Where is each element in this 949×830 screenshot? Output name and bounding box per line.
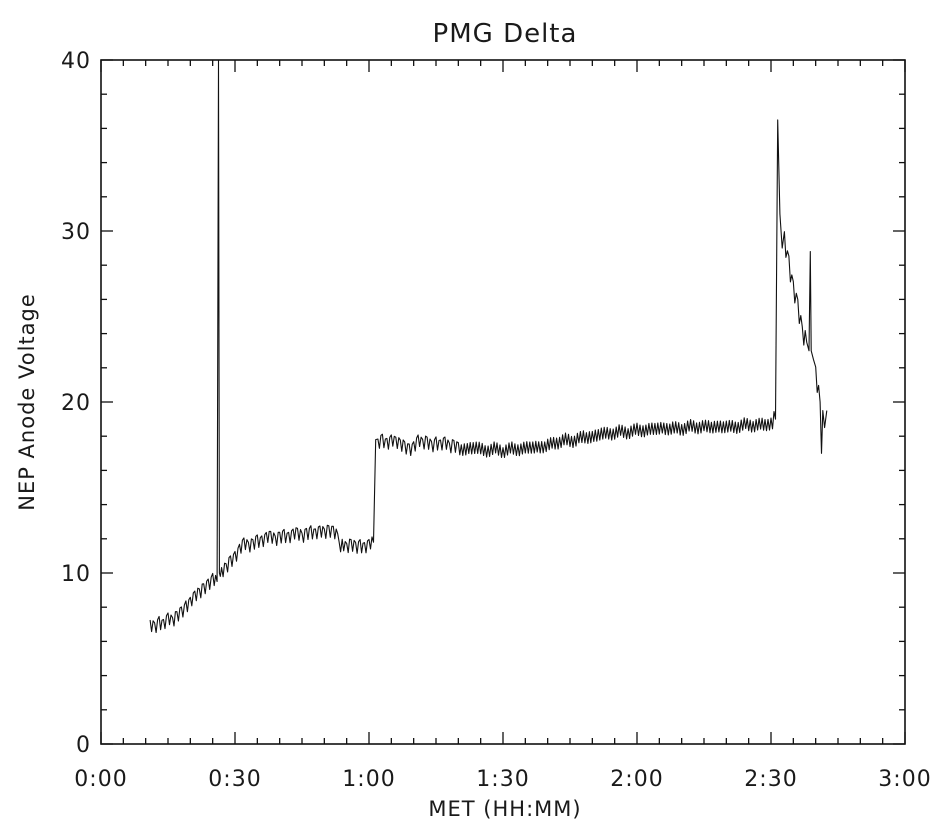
y-tick-label: 30 — [61, 220, 91, 245]
chart-title: PMG Delta — [433, 19, 578, 49]
y-tick-labels: 0 10 20 30 40 — [61, 49, 91, 758]
y-tick-label: 10 — [61, 562, 91, 587]
y-tick-label: 0 — [76, 733, 91, 758]
x-tick-label: 0:30 — [208, 767, 261, 792]
series-line-0 — [149, 59, 828, 634]
x-tick-label: 2:00 — [610, 767, 663, 792]
x-tick-label: 1:00 — [342, 767, 395, 792]
x-tick-label: 1:30 — [476, 767, 529, 792]
plot-frame — [100, 59, 906, 745]
x-tick-label: 3:00 — [878, 767, 931, 792]
y-axis-label: NEP Anode Voltage — [15, 293, 39, 511]
y-tick-label: 40 — [61, 49, 91, 74]
x-tick-label: 2:30 — [744, 767, 797, 792]
series-group — [149, 59, 828, 634]
y-tick-label: 20 — [61, 391, 91, 416]
axis-ticks — [100, 59, 906, 745]
x-tick-labels: 0:00 0:30 1:00 1:30 2:00 2:30 3:00 — [74, 767, 931, 792]
x-axis-label: MET (HH:MM) — [428, 797, 581, 821]
x-tick-label: 0:00 — [74, 767, 127, 792]
